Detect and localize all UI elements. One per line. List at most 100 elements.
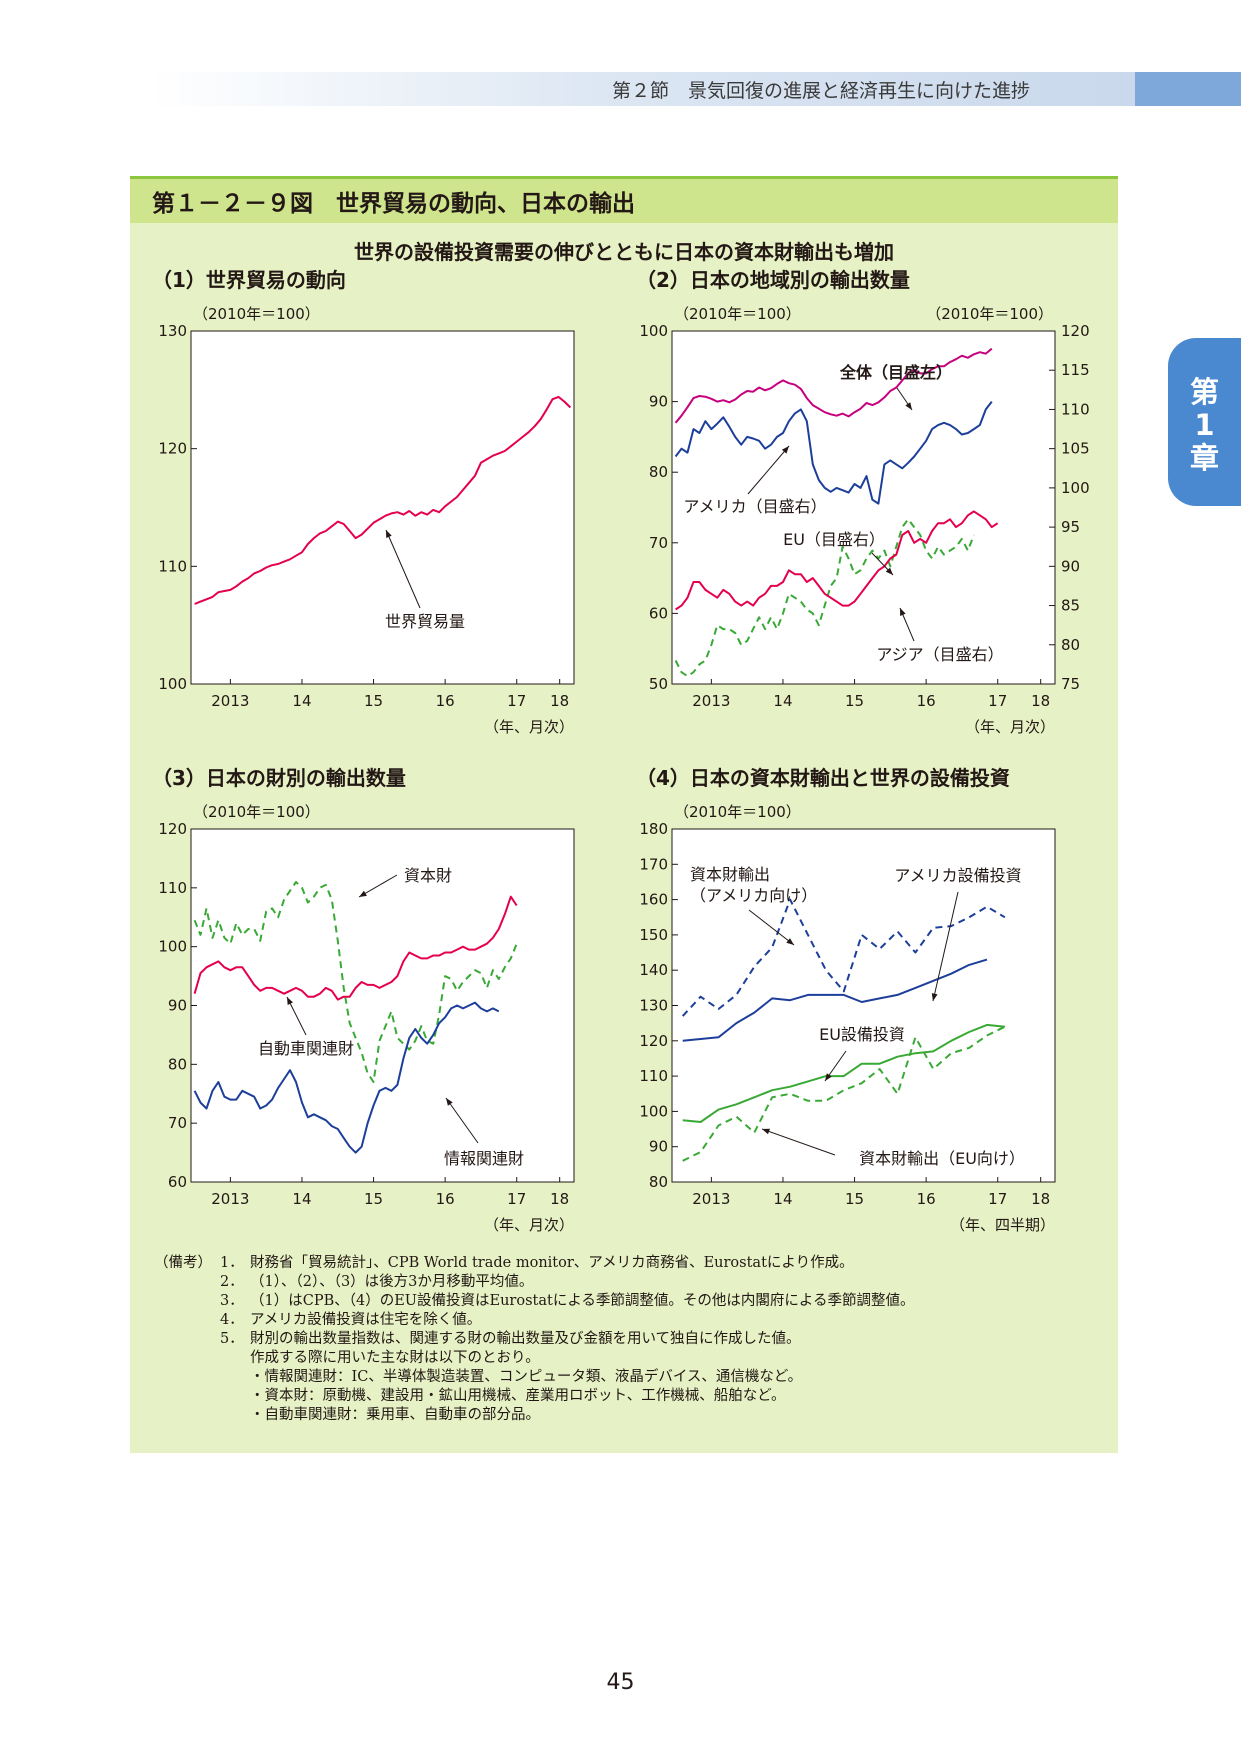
y-tick-label: 100 bbox=[639, 322, 668, 340]
arrow-world-trade-head bbox=[386, 530, 392, 538]
y-tick-label: 140 bbox=[639, 961, 668, 979]
y-tick-label: 100 bbox=[158, 675, 187, 693]
section-header: 第２節 景気回復の進展と経済再生に向けた進捗 bbox=[611, 80, 1030, 102]
chapter-tab-line1: 第 bbox=[1189, 375, 1219, 409]
arrow-capex-export-eu-head bbox=[762, 1128, 770, 1135]
y-tick-label-right: 100 bbox=[1061, 479, 1090, 497]
arrow-it-goods bbox=[445, 1097, 479, 1144]
note-text: ・資本財：原動機、建設用・鉱山用機械、産業用ロボット、工作機械、船舶など。 bbox=[250, 1388, 786, 1404]
y-tick-label: 150 bbox=[639, 926, 668, 944]
y-tick-label: 70 bbox=[649, 534, 668, 552]
y-tick-label-right: 120 bbox=[1061, 322, 1090, 340]
note-item: 作成する際に用いた主な財は以下のとおり。 bbox=[154, 1349, 914, 1368]
y-tick-label: 90 bbox=[168, 997, 187, 1015]
note-label bbox=[154, 1387, 220, 1406]
x-tick-label: 18 bbox=[550, 692, 569, 710]
note-text: 財別の輸出数量指数は、関連する財の輸出数量及び金額を用いて独自に作成した値。 bbox=[250, 1331, 801, 1347]
annotation-eu-capex: EU設備投資 bbox=[819, 1025, 905, 1044]
chapter-tab-line3: 章 bbox=[1189, 441, 1219, 475]
note-label bbox=[154, 1292, 220, 1311]
note-label: （備考） bbox=[154, 1255, 212, 1271]
x-tick-label: 17 bbox=[507, 1190, 526, 1208]
x-axis-label: （年、月次） bbox=[484, 1216, 574, 1234]
y-tick-label: 170 bbox=[639, 855, 668, 873]
note-number: 1． bbox=[220, 1255, 244, 1271]
x-tick-label: 15 bbox=[364, 1190, 383, 1208]
arrow-eu-capex-head bbox=[825, 1073, 832, 1081]
unit-label-left: （2010年＝100） bbox=[193, 803, 320, 821]
y-tick-label: 70 bbox=[168, 1114, 187, 1132]
y-tick-label-right: 105 bbox=[1061, 440, 1090, 458]
x-tick-label: 2013 bbox=[211, 692, 249, 710]
note-number: 2． bbox=[220, 1274, 244, 1290]
annotation-capital-goods: 資本財 bbox=[404, 866, 452, 885]
note-number: 4． bbox=[220, 1312, 244, 1328]
plot-area bbox=[190, 330, 575, 685]
annotation-usa: アメリカ（目盛右） bbox=[683, 497, 826, 516]
annotation-capex-export-eu: 資本財輸出（EU向け） bbox=[859, 1149, 1025, 1168]
y-tick-label-right: 75 bbox=[1061, 675, 1080, 693]
x-axis-label: （年、月次） bbox=[484, 718, 574, 736]
chapter-tab: 第 1 章 bbox=[1168, 338, 1241, 506]
page-header-band: 第２節 景気回復の進展と経済再生に向けた進捗 bbox=[150, 72, 1140, 106]
note-text: 作成する際に用いた主な財は以下のとおり。 bbox=[250, 1350, 540, 1366]
arrow-world-trade bbox=[385, 529, 421, 609]
y-tick-label: 110 bbox=[639, 1067, 668, 1085]
unit-label-right: （2010年＝100） bbox=[926, 305, 1053, 323]
series-line bbox=[193, 881, 518, 1083]
annotation-japan-total: 全体（目盛左） bbox=[839, 363, 952, 382]
unit-label-left: （2010年＝100） bbox=[193, 305, 320, 323]
x-tick-label: 18 bbox=[1031, 692, 1050, 710]
note-text: （1）はCPB、（4）のEU設備投資はEurostatによる季節調整値。その他は… bbox=[250, 1293, 915, 1309]
y-tick-label: 130 bbox=[639, 997, 668, 1015]
y-tick-label-right: 80 bbox=[1061, 636, 1080, 654]
note-text: 財務省「貿易統計」、CPB World trade monitor、アメリカ商務… bbox=[250, 1255, 854, 1271]
x-tick-label: 16 bbox=[917, 692, 936, 710]
note-number bbox=[220, 1368, 250, 1387]
x-tick-label: 14 bbox=[292, 1190, 311, 1208]
y-tick-label: 180 bbox=[639, 820, 668, 838]
note-number: 5． bbox=[220, 1331, 244, 1347]
series-line bbox=[682, 958, 988, 1042]
note-text: アメリカ設備投資は住宅を除く値。 bbox=[250, 1312, 482, 1328]
chart-title: （4）日本の資本財輸出と世界の設備投資 bbox=[636, 766, 1010, 790]
figure-subtitle: 世界の設備投資需要の伸びとともに日本の資本財輸出も増加 bbox=[354, 240, 894, 264]
y-tick-label: 120 bbox=[158, 440, 187, 458]
x-tick-label: 17 bbox=[507, 692, 526, 710]
annotation-capex-export-us-2: （アメリカ向け） bbox=[690, 886, 817, 905]
note-number bbox=[220, 1387, 250, 1406]
arrow-capex-export-us bbox=[748, 909, 795, 946]
x-tick-label: 17 bbox=[988, 1190, 1007, 1208]
note-item: ・自動車関連財：乗用車、自動車の部分品。 bbox=[154, 1406, 914, 1425]
y-tick-label-right: 85 bbox=[1061, 597, 1080, 615]
annotation-eu: EU（目盛右） bbox=[783, 530, 885, 549]
x-axis-label: （年、月次） bbox=[965, 718, 1055, 736]
series-line bbox=[193, 1001, 500, 1154]
x-tick-label: 14 bbox=[773, 1190, 792, 1208]
unit-label-left: （2010年＝100） bbox=[674, 305, 801, 323]
note-number: 3． bbox=[220, 1293, 244, 1309]
annotation-asia: アジア（目盛右） bbox=[876, 645, 1003, 664]
note-text: （1）、（2）、（3）は後方3か月移動平均値。 bbox=[250, 1274, 534, 1290]
y-tick-label: 90 bbox=[649, 393, 668, 411]
arrow-capex-export-eu bbox=[761, 1128, 836, 1156]
y-tick-label: 80 bbox=[649, 463, 668, 481]
x-tick-label: 2013 bbox=[692, 1190, 730, 1208]
note-item: 5． 財別の輸出数量指数は、関連する財の輸出数量及び金額を用いて独自に作成した値。 bbox=[154, 1330, 914, 1349]
annotation-capex-export-us-1: 資本財輸出 bbox=[690, 865, 770, 884]
y-tick-label: 160 bbox=[639, 891, 668, 909]
annotation-us-capex: アメリカ設備投資 bbox=[894, 866, 1021, 885]
y-tick-label: 110 bbox=[158, 557, 187, 575]
arrow-usa-head bbox=[781, 446, 789, 454]
figure-title: 第１－２－９図 世界貿易の動向、日本の輸出 bbox=[152, 191, 635, 217]
y-tick-label-right: 110 bbox=[1061, 400, 1090, 418]
chapter-tab-line2: 1 bbox=[1194, 408, 1215, 442]
chart-title: （3）日本の財別の輸出数量 bbox=[152, 766, 406, 790]
plot-area bbox=[671, 828, 1056, 1183]
y-tick-label: 60 bbox=[168, 1173, 187, 1191]
series-line bbox=[674, 518, 975, 678]
note-number bbox=[220, 1349, 250, 1368]
figure-title-bar bbox=[130, 176, 1118, 223]
page-number: 45 bbox=[606, 1670, 635, 1695]
